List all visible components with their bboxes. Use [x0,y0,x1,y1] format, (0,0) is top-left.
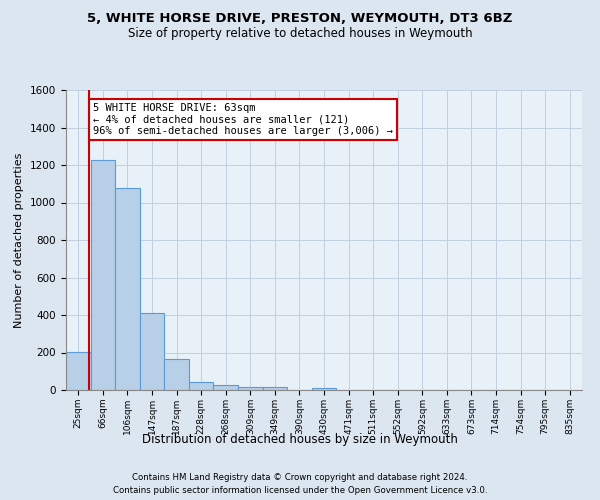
Bar [214,386,238,390]
Bar [312,388,336,390]
Bar [263,387,287,390]
Bar [91,160,115,390]
Y-axis label: Number of detached properties: Number of detached properties [14,152,25,328]
Text: Contains public sector information licensed under the Open Government Licence v3: Contains public sector information licen… [113,486,487,495]
Text: Contains HM Land Registry data © Crown copyright and database right 2024.: Contains HM Land Registry data © Crown c… [132,472,468,482]
Bar [189,382,214,390]
Bar [66,352,91,390]
Text: Distribution of detached houses by size in Weymouth: Distribution of detached houses by size … [142,432,458,446]
Text: 5, WHITE HORSE DRIVE, PRESTON, WEYMOUTH, DT3 6BZ: 5, WHITE HORSE DRIVE, PRESTON, WEYMOUTH,… [88,12,512,26]
Bar [140,313,164,390]
Bar [164,359,189,390]
Bar [115,188,140,390]
Text: Size of property relative to detached houses in Weymouth: Size of property relative to detached ho… [128,28,472,40]
Text: 5 WHITE HORSE DRIVE: 63sqm
← 4% of detached houses are smaller (121)
96% of semi: 5 WHITE HORSE DRIVE: 63sqm ← 4% of detac… [93,103,393,136]
Bar [238,386,263,390]
